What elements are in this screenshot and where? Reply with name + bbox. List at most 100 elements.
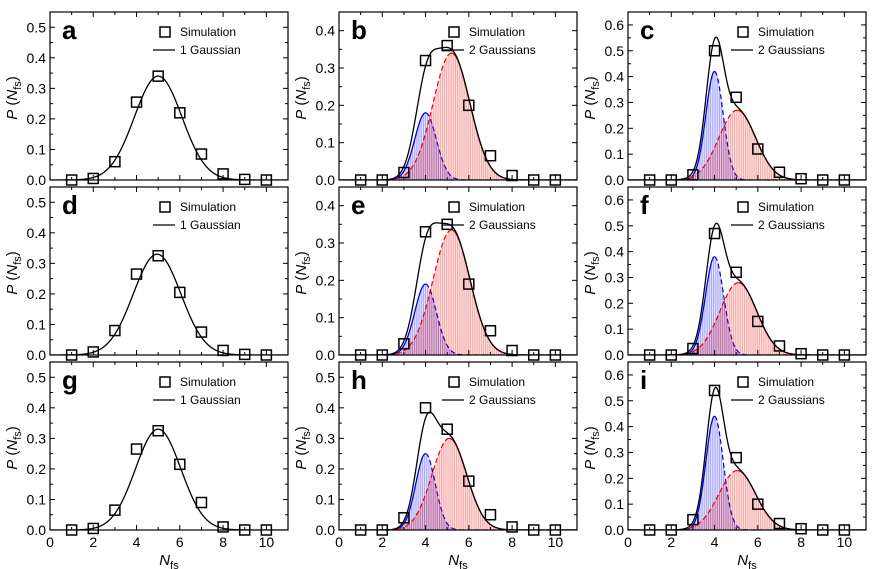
panel-g: 0 2 4 6 8 10 0.0 0.1 0.2 0.3 0.4 0.5 P (Nfs) Nfs g Simu… <box>4 361 289 569</box>
plot-area <box>50 75 288 180</box>
simulation-point <box>238 348 251 361</box>
y-axis-title: P (Nfs) <box>4 76 24 120</box>
legend-marker-simulation <box>737 201 749 213</box>
total-fit-curve <box>50 428 288 530</box>
simulation-point <box>708 227 721 240</box>
y-tick-label: 0.0 <box>605 172 625 188</box>
gaussian-1-tail <box>714 256 866 355</box>
y-tick-label: 0.3 <box>605 94 625 110</box>
legend-marker-simulation <box>159 376 171 388</box>
gaussian-1-tail <box>714 415 866 530</box>
simulation-point <box>752 143 764 155</box>
x-tick-label: 6 <box>176 534 184 550</box>
y-axis-title: P (Nfs) <box>582 426 602 470</box>
y-tick-label: 0.0 <box>605 522 625 538</box>
panel-b: 0.0 0.1 0.2 0.3 0.4 P (Nfs) b Simulation 2 Gauss… <box>293 11 578 188</box>
simulation-point <box>752 498 764 510</box>
simulation-point <box>419 226 432 238</box>
legend-marker-simulation <box>448 376 460 388</box>
simulation-point <box>708 384 721 397</box>
y-tick-label: 0.3 <box>27 255 47 271</box>
panel-letter: g <box>62 365 78 395</box>
y-axis-title: P (Nfs) <box>582 76 602 120</box>
simulation-point <box>109 155 121 168</box>
y-tick-label: 0.1 <box>316 310 336 326</box>
simulation-point <box>484 149 497 162</box>
gaussian-1-curve <box>628 70 715 180</box>
y-tick-label: 0.0 <box>27 347 47 363</box>
y-tick-label: 0.4 <box>605 69 625 85</box>
axes-frame <box>627 11 867 181</box>
y-tick-label: 0.4 <box>27 400 47 416</box>
x-tick-label: 8 <box>219 534 227 550</box>
legend-label-fit: 2 Gaussians <box>469 218 536 232</box>
gaussian-1-tail <box>425 112 577 180</box>
legend-marker-simulation <box>159 201 171 213</box>
simulation-point <box>152 249 164 262</box>
simulation-point <box>398 338 410 350</box>
panel-letter: a <box>62 15 77 45</box>
legend-label-fit: 2 Gaussians <box>469 43 536 57</box>
legend-label-simulation: Simulation <box>180 200 236 214</box>
panel-d: 0.0 0.1 0.2 0.3 0.4 0.5 P (Nfs) d Simulation 1 Ga… <box>4 186 289 363</box>
gaussian-1-tail <box>425 283 577 355</box>
simulation-point <box>708 45 721 57</box>
legend-label-simulation: Simulation <box>469 25 525 39</box>
simulation-point <box>463 99 475 112</box>
x-tick-label: 0 <box>335 534 343 550</box>
simulation-point <box>195 496 208 509</box>
plot-area <box>50 428 288 530</box>
simulation-point <box>463 278 475 290</box>
x-axis-title: Nfs <box>159 552 179 569</box>
axes-frame <box>338 186 578 356</box>
simulation-point <box>419 54 432 67</box>
x-tick-label: 4 <box>422 534 430 550</box>
y-tick-label: 0.0 <box>316 347 336 363</box>
simulation-point <box>195 148 208 160</box>
legend-label-simulation: Simulation <box>180 375 236 389</box>
total-fit-curve <box>50 253 288 355</box>
x-axis-title: Nfs <box>448 552 468 569</box>
y-tick-label: 0.5 <box>605 43 625 59</box>
legend-label-fit: 1 Gaussian <box>180 43 241 57</box>
panel-letter: b <box>351 15 367 45</box>
simulation-point <box>506 521 518 533</box>
gaussian-1-hatch <box>397 284 455 355</box>
y-tick-label: 0.2 <box>27 461 47 477</box>
y-axis-title: P (Nfs) <box>293 251 313 295</box>
gaussian-2-fill <box>628 110 866 180</box>
simulation-point <box>484 508 497 521</box>
legend-marker-simulation <box>159 26 171 38</box>
y-axis-title: P (Nfs) <box>4 426 24 470</box>
gaussian-1-hatch <box>397 112 455 180</box>
y-tick-label: 0.3 <box>27 80 47 96</box>
legend-marker-simulation <box>737 376 749 388</box>
simulation-point <box>109 324 121 337</box>
gaussian-2-fill <box>339 438 577 530</box>
simulation-point <box>87 522 100 535</box>
axes-frame <box>49 11 289 181</box>
y-tick-label: 0.3 <box>316 235 336 251</box>
y-tick-label: 0.2 <box>316 461 336 477</box>
gaussian-1-hatch <box>688 71 742 180</box>
y-tick-label: 0.2 <box>316 97 336 113</box>
y-tick-label: 0.5 <box>27 194 47 210</box>
x-tick-label: 8 <box>508 534 516 550</box>
y-tick-label: 0.0 <box>27 172 47 188</box>
y-tick-label: 0.1 <box>605 496 625 512</box>
y-tick-label: 0.2 <box>27 286 47 302</box>
simulation-point <box>730 266 742 279</box>
simulation-point <box>730 451 742 464</box>
gaussian-1-curve <box>339 452 426 530</box>
simulation-point <box>441 423 453 435</box>
panel-h: 0 2 4 6 8 10 0.0 0.1 0.2 0.3 0.4 0.5 P (Nfs) Nfs h Simu… <box>293 361 578 569</box>
gaussian-2-hatch <box>684 110 790 180</box>
simulation-point <box>795 172 807 185</box>
gaussian-2-fill <box>339 53 577 180</box>
y-tick-label: 0.4 <box>316 23 336 39</box>
y-tick-label: 0.1 <box>27 491 47 507</box>
plot-area <box>50 253 288 355</box>
y-tick-label: 0.1 <box>316 135 336 151</box>
x-tick-label: 0 <box>624 534 632 550</box>
